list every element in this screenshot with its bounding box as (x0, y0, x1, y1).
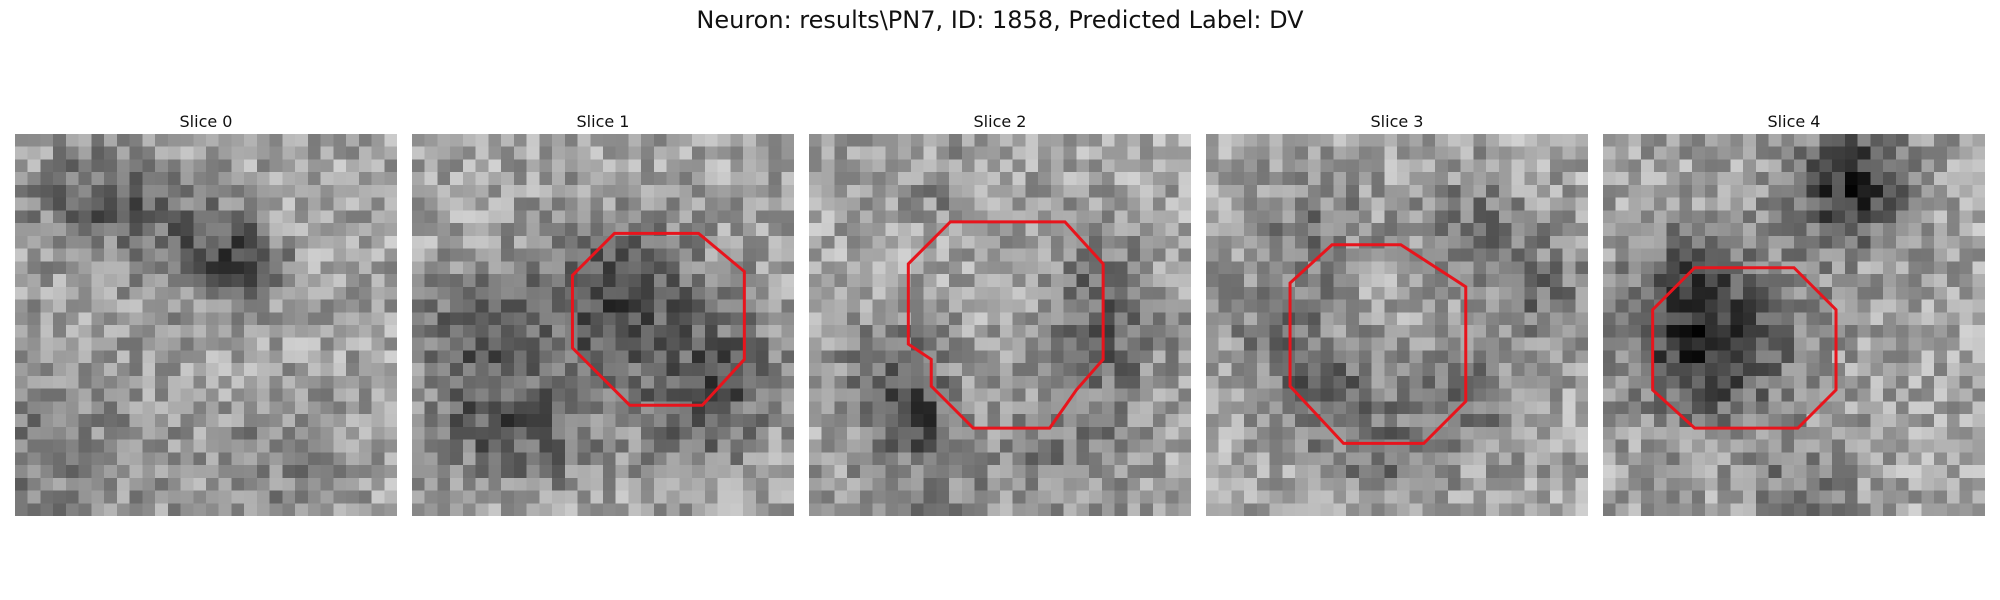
slice-image-0 (15, 134, 397, 516)
slice-image-2 (809, 134, 1191, 516)
slice-panel-3: Slice 3 (1206, 110, 1588, 516)
slice-overlay-2 (809, 134, 1191, 516)
slice-image-1 (412, 134, 794, 516)
contour-4 (1653, 268, 1836, 428)
slice-title-2: Slice 2 (973, 112, 1027, 131)
slice-title-3: Slice 3 (1370, 112, 1424, 131)
slice-panel-4: Slice 4 (1603, 110, 1985, 516)
slice-panel-0: Slice 0 (15, 110, 397, 516)
slice-image-4 (1603, 134, 1985, 516)
slice-overlay-4 (1603, 134, 1985, 516)
contour-1 (572, 233, 744, 405)
slice-panel-2: Slice 2 (809, 110, 1191, 516)
slice-image-3 (1206, 134, 1588, 516)
slice-overlay-3 (1206, 134, 1588, 516)
slice-overlay-0 (15, 134, 397, 516)
slice-title-0: Slice 0 (179, 112, 233, 131)
figure-title: Neuron: results\PN7, ID: 1858, Predicted… (696, 6, 1304, 34)
contour-2 (908, 222, 1103, 428)
contour-3 (1290, 245, 1466, 444)
slice-title-4: Slice 4 (1767, 112, 1821, 131)
slice-panel-1: Slice 1 (412, 110, 794, 516)
slice-overlay-1 (412, 134, 794, 516)
slice-title-1: Slice 1 (576, 112, 630, 131)
